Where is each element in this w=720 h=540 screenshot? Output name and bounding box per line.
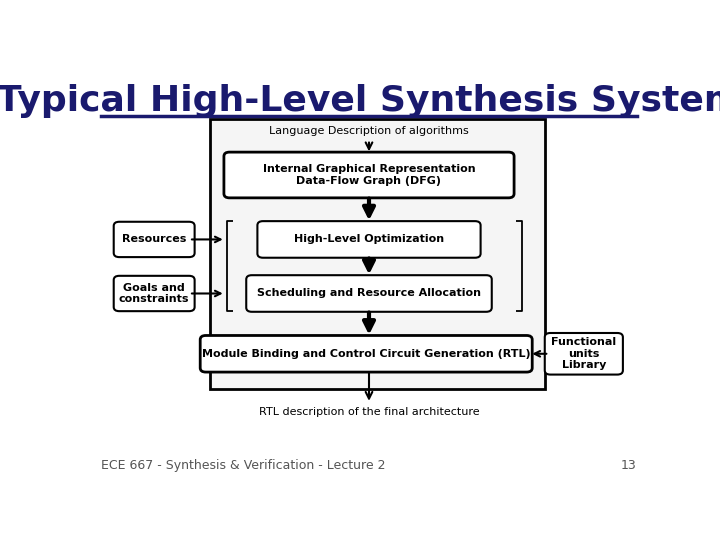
Text: RTL description of the final architecture: RTL description of the final architectur… (258, 407, 480, 417)
Text: High-Level Optimization: High-Level Optimization (294, 234, 444, 245)
FancyBboxPatch shape (258, 221, 481, 258)
Text: Goals and
constraints: Goals and constraints (119, 283, 189, 305)
FancyBboxPatch shape (224, 152, 514, 198)
Text: 13: 13 (621, 460, 637, 472)
FancyBboxPatch shape (545, 333, 623, 375)
FancyBboxPatch shape (114, 276, 194, 311)
Text: Internal Graphical Representation
Data-Flow Graph (DFG): Internal Graphical Representation Data-F… (263, 164, 475, 186)
FancyBboxPatch shape (246, 275, 492, 312)
Text: Functional
units
Library: Functional units Library (552, 337, 616, 370)
Text: Typical High-Level Synthesis System: Typical High-Level Synthesis System (0, 84, 720, 118)
FancyBboxPatch shape (114, 222, 194, 257)
Text: Resources: Resources (122, 234, 186, 245)
FancyBboxPatch shape (200, 335, 532, 372)
FancyBboxPatch shape (210, 119, 545, 389)
Text: Language Description of algorithms: Language Description of algorithms (269, 126, 469, 136)
Text: Module Binding and Control Circuit Generation (RTL): Module Binding and Control Circuit Gener… (202, 349, 531, 359)
Text: Scheduling and Resource Allocation: Scheduling and Resource Allocation (257, 288, 481, 299)
Text: ECE 667 - Synthesis & Verification - Lecture 2: ECE 667 - Synthesis & Verification - Lec… (101, 460, 386, 472)
